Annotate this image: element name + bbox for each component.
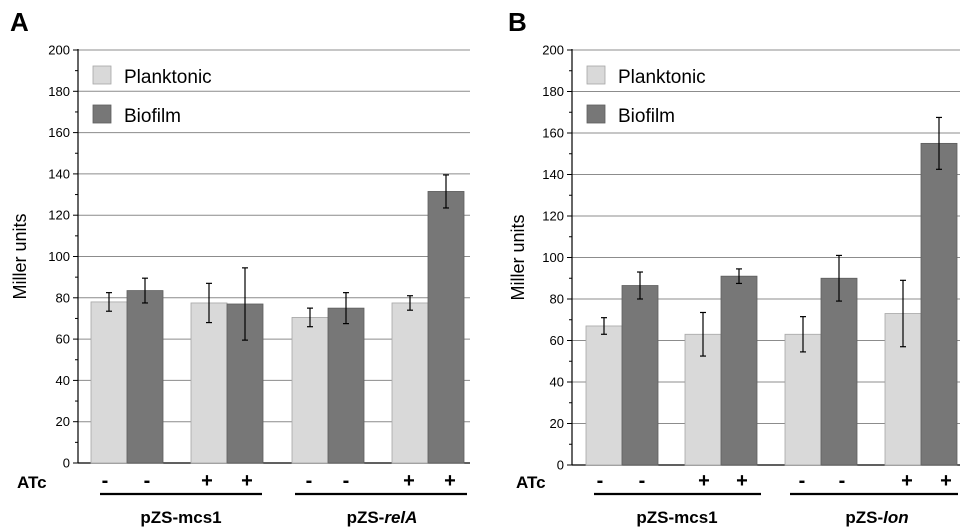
y-tick-label: 20 [550, 416, 564, 431]
treatment-sign: + [901, 470, 913, 492]
treatment-sign: + [241, 470, 253, 492]
y-tick-label: 0 [557, 458, 564, 473]
legend-label-planktonic: Planktonic [124, 67, 212, 88]
bar-biofilm-3 [820, 277, 858, 466]
treatment-sign: - [639, 470, 646, 492]
legend: Planktonic Biofilm [586, 65, 706, 127]
error-bar-biofilm-3 [836, 254, 842, 302]
bar-biofilm-1 [126, 290, 164, 464]
bar-planktonic-1 [90, 301, 128, 464]
error-bar-biofilm-1 [637, 271, 643, 300]
bar-planktonic-4 [391, 302, 429, 464]
error-bar-biofilm-2 [242, 267, 248, 341]
legend-swatch-planktonic [92, 65, 112, 85]
treatment-label: ATc [17, 473, 47, 492]
y-tick-label: 160 [48, 125, 70, 140]
y-axis-label: Miller units [508, 214, 528, 300]
treatment-sign: - [102, 470, 109, 492]
y-tick-label: 60 [56, 332, 70, 347]
treatment-sign: + [444, 470, 456, 492]
treatment-sign: + [940, 470, 952, 492]
bar-biofilm-2 [720, 275, 758, 466]
treatment-sign: + [201, 470, 213, 492]
y-tick-label: 200 [542, 43, 564, 58]
y-axis-label: Miller units [10, 213, 30, 299]
legend-swatch-biofilm [92, 104, 112, 124]
group-label: pZS-mcs1 [140, 508, 221, 527]
error-bar-planktonic-3 [307, 307, 313, 328]
bar-planktonic-3 [291, 317, 329, 464]
y-tick-label: 40 [56, 373, 70, 388]
group-label-text: pZS-mcs1 [140, 508, 221, 527]
error-bar-planktonic-4 [407, 295, 413, 311]
y-tick-label: 40 [550, 375, 564, 390]
bar-biofilm-3 [327, 307, 365, 464]
y-tick-label: 160 [542, 126, 564, 141]
bar-biofilm-1 [621, 285, 659, 466]
y-tick-label: 180 [542, 84, 564, 99]
error-bar-planktonic-1 [106, 292, 112, 312]
legend-swatch-biofilm [586, 104, 606, 124]
group-label-text: pZS- [845, 508, 883, 527]
treatment-sign: + [736, 470, 748, 492]
y-tick-label: 100 [48, 249, 70, 264]
y-tick-label: 0 [63, 456, 70, 471]
chart-panel-b: B 0 20 40 60 80 100 120 140 160 180 200 Miller units… [508, 7, 960, 527]
group-label-italic: relA [384, 508, 417, 527]
y-tick-label: 180 [48, 84, 70, 99]
error-bar-planktonic-2 [700, 311, 706, 357]
y-tick-label: 120 [542, 209, 564, 224]
treatment-sign: - [597, 470, 604, 492]
legend-label-planktonic: Planktonic [618, 67, 706, 88]
treatment-sign: - [306, 470, 313, 492]
bar-planktonic-2 [190, 302, 228, 464]
treatment-sign: - [799, 470, 806, 492]
error-bar-biofilm-3 [343, 292, 349, 325]
y-tick-label: 140 [48, 166, 70, 181]
legend: Planktonic Biofilm [92, 65, 212, 127]
bar-planktonic-3 [784, 333, 822, 466]
legend-swatch-planktonic [586, 65, 606, 85]
treatment-sign: - [343, 470, 350, 492]
error-bar-planktonic-1 [601, 317, 607, 335]
y-tick-label: 80 [550, 292, 564, 307]
bar-biofilm-4 [427, 191, 465, 464]
group-label: pZS-mcs1 [636, 508, 717, 527]
y-tick-label: 20 [56, 414, 70, 429]
treatment-sign: + [698, 470, 710, 492]
error-bar-biofilm-2 [736, 268, 742, 285]
y-tick-label: 200 [48, 43, 70, 58]
bar-planktonic-1 [585, 325, 623, 466]
treatment-sign: - [144, 470, 151, 492]
group-label-text: pZS-mcs1 [636, 508, 717, 527]
error-bar-planktonic-2 [206, 282, 212, 324]
error-bar-biofilm-1 [142, 277, 148, 304]
y-tick-label: 140 [542, 167, 564, 182]
bar-biofilm-4 [920, 142, 958, 466]
y-tick-label: 80 [56, 290, 70, 305]
group-label: pZS-relA [347, 508, 418, 527]
panel-letter: B [508, 7, 527, 37]
y-tick-label: 120 [48, 208, 70, 223]
group-label: pZS-lon [845, 508, 908, 527]
treatment-sign: + [403, 470, 415, 492]
error-bar-biofilm-4 [936, 116, 942, 170]
panel-letter: A [10, 7, 29, 37]
group-label-text: pZS- [347, 508, 385, 527]
y-tick-label: 60 [550, 333, 564, 348]
group-label-italic: lon [883, 508, 909, 527]
y-tick-label: 100 [542, 250, 564, 265]
error-bar-planktonic-3 [800, 316, 806, 353]
legend-label-biofilm: Biofilm [618, 106, 675, 127]
error-bar-biofilm-4 [443, 174, 449, 209]
legend-label-biofilm: Biofilm [124, 106, 181, 127]
error-bar-planktonic-4 [900, 279, 906, 348]
treatment-sign: - [839, 470, 846, 492]
treatment-label: ATc [516, 473, 546, 492]
chart-panel-a: A 0 20 40 60 80 100 120 140 160 180 200 Miller units… [10, 7, 470, 527]
